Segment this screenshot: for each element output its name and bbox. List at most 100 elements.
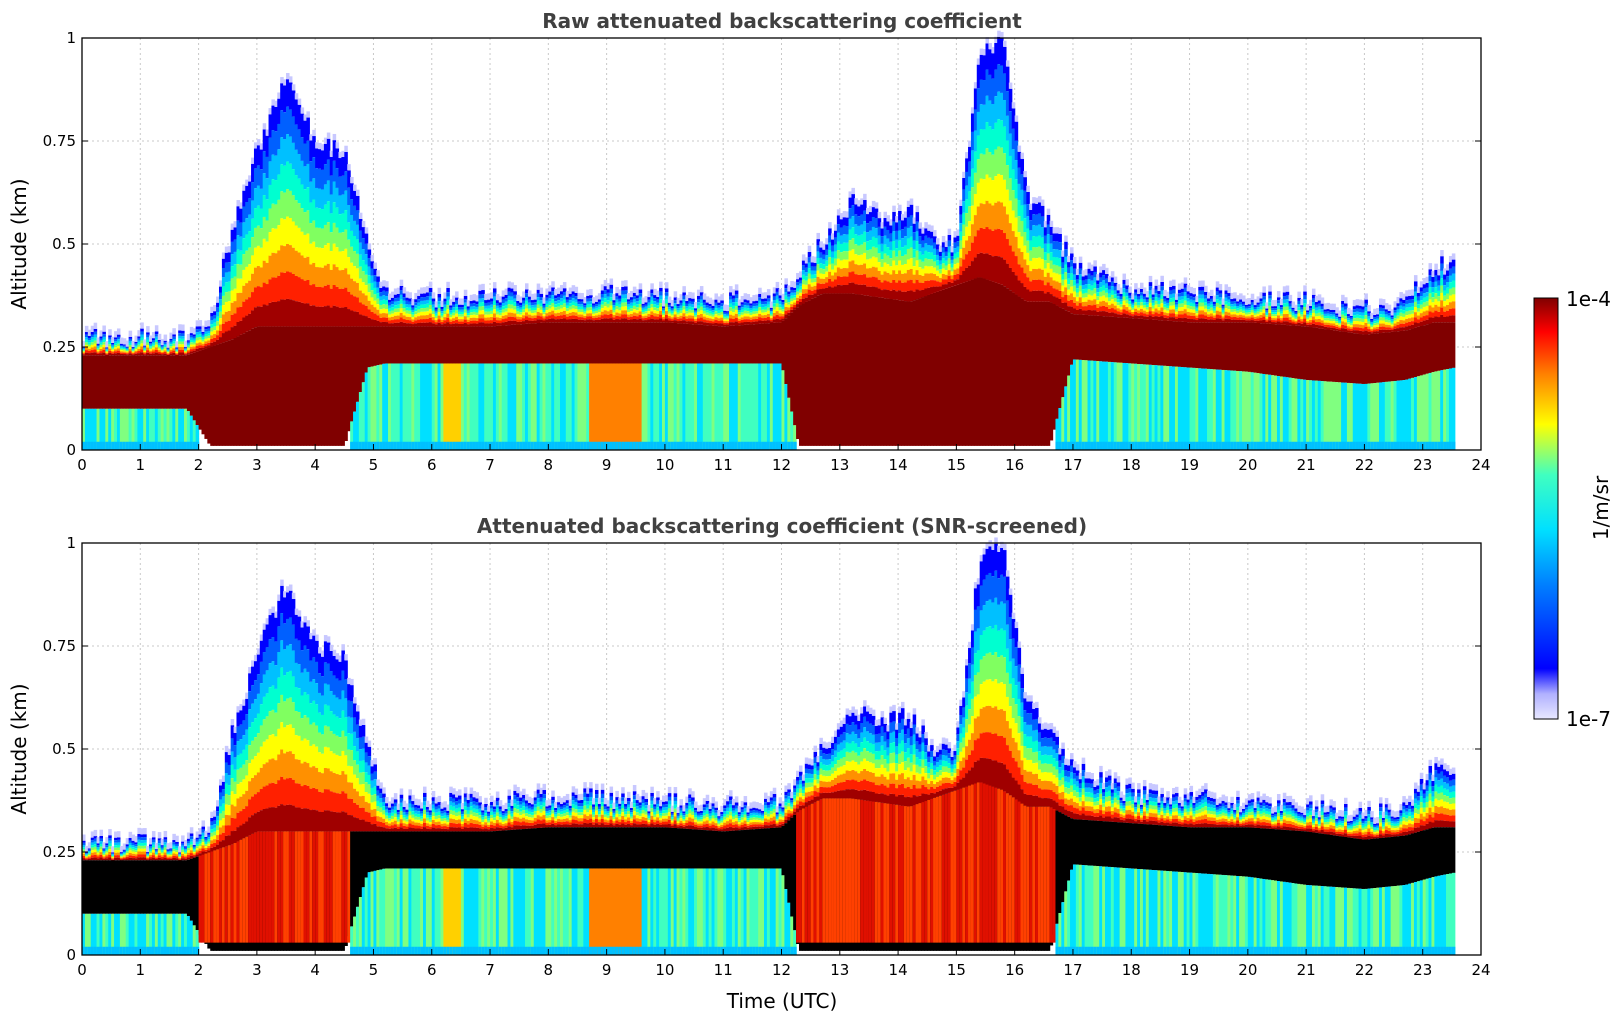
heatmap-cell [268, 279, 273, 303]
heatmap-cell [393, 319, 398, 323]
heatmap-cell [886, 221, 890, 230]
heatmap-cell [734, 321, 739, 326]
heatmap-cell [87, 338, 92, 341]
heatmap-cell [723, 324, 727, 327]
heatmap-cell [297, 326, 302, 446]
heatmap-cell [650, 293, 654, 297]
heatmap-cell [350, 183, 354, 200]
heatmap-cell [405, 313, 410, 317]
heatmap-cell [393, 326, 398, 364]
heatmap-cell [557, 293, 561, 297]
heatmap-cell [825, 266, 829, 272]
heatmap-cell [1000, 65, 1004, 93]
heatmap-cell [443, 314, 447, 318]
heatmap-cell [749, 322, 753, 325]
heatmap-cell [262, 123, 267, 130]
heatmap-cell [84, 441, 89, 450]
heatmap-cell [423, 322, 427, 327]
heatmap-cell [752, 319, 756, 322]
heatmap-cell [373, 307, 377, 314]
heatmap-cell [772, 313, 777, 317]
heatmap-cell [143, 352, 147, 354]
heatmap-cell [711, 305, 716, 308]
heatmap-cell [501, 303, 506, 307]
heatmap-cell [764, 292, 768, 299]
heatmap-cell [533, 310, 538, 313]
heatmap-cell [691, 324, 695, 364]
heatmap-cell [609, 293, 614, 298]
heatmap-cell [274, 204, 278, 229]
heatmap-cell [679, 302, 684, 306]
heatmap-cell [341, 175, 345, 195]
heatmap-cell [286, 189, 290, 217]
heatmap-cell [615, 363, 619, 450]
heatmap-cell [682, 292, 686, 296]
heatmap-cell [909, 215, 914, 227]
heatmap-cell [376, 281, 380, 288]
heatmap-cell [781, 306, 786, 310]
heatmap-cell [982, 204, 987, 229]
heatmap-cell [181, 441, 185, 450]
heatmap-cell [361, 304, 366, 316]
heatmap-cell [364, 233, 369, 244]
heatmap-cell [659, 322, 663, 364]
heatmap-cell [647, 299, 651, 303]
heatmap-cell [411, 321, 415, 325]
heatmap-cell [848, 293, 853, 446]
heatmap-cell [355, 195, 360, 211]
heatmap-cell [181, 347, 185, 350]
heatmap-cell [207, 340, 211, 343]
heatmap-cell [624, 363, 628, 450]
heatmap-cell [411, 309, 415, 313]
heatmap-cell [565, 313, 570, 317]
heatmap-cell [638, 307, 643, 312]
heatmap-cell [694, 315, 698, 318]
heatmap-cell [997, 119, 1001, 147]
heatmap-cell [813, 293, 818, 298]
heatmap-cell [696, 305, 701, 309]
heatmap-cell [498, 317, 503, 321]
heatmap-cell [883, 217, 888, 227]
heatmap-cell [160, 355, 165, 409]
heatmap-cell [210, 316, 214, 321]
heatmap-cell [457, 304, 462, 308]
heatmap-cell [527, 363, 532, 450]
heatmap-cell [976, 182, 981, 207]
heatmap-cell [708, 313, 713, 316]
heatmap-cell [358, 218, 363, 231]
heatmap-cell [813, 266, 818, 271]
heatmap-cell [248, 175, 252, 182]
heatmap-cell [548, 322, 552, 364]
heatmap-cell [472, 300, 477, 304]
heatmap-cell [326, 132, 331, 139]
heatmap-cell [131, 340, 136, 348]
heatmap-cell [810, 286, 815, 291]
heatmap-cell [87, 335, 92, 339]
heatmap-cell [839, 219, 844, 228]
heatmap-cell [831, 257, 835, 264]
heatmap-cell [437, 441, 442, 450]
heatmap-cell [495, 323, 500, 326]
heatmap-cell [860, 294, 864, 446]
heatmap-cell [600, 294, 605, 298]
heatmap-cell [280, 110, 284, 138]
heatmap-cell [933, 248, 937, 256]
heatmap-cell [338, 176, 342, 196]
heatmap-cell [151, 340, 156, 342]
heatmap-cell [169, 408, 173, 450]
heatmap-cell [947, 234, 952, 241]
heatmap-cell [519, 363, 523, 450]
heatmap-cell [761, 323, 765, 364]
heatmap-cell [90, 350, 95, 353]
heatmap-cell [793, 281, 797, 288]
heatmap-cell [629, 297, 634, 300]
heatmap-cell [842, 211, 847, 218]
heatmap-cell [565, 299, 570, 303]
heatmap-cell [329, 269, 334, 289]
heatmap-cell [571, 308, 576, 312]
heatmap-cell [370, 319, 375, 327]
heatmap-cell [440, 315, 445, 318]
heatmap-cell [527, 311, 532, 315]
heatmap-cell [790, 292, 794, 296]
heatmap-cell [431, 323, 436, 327]
